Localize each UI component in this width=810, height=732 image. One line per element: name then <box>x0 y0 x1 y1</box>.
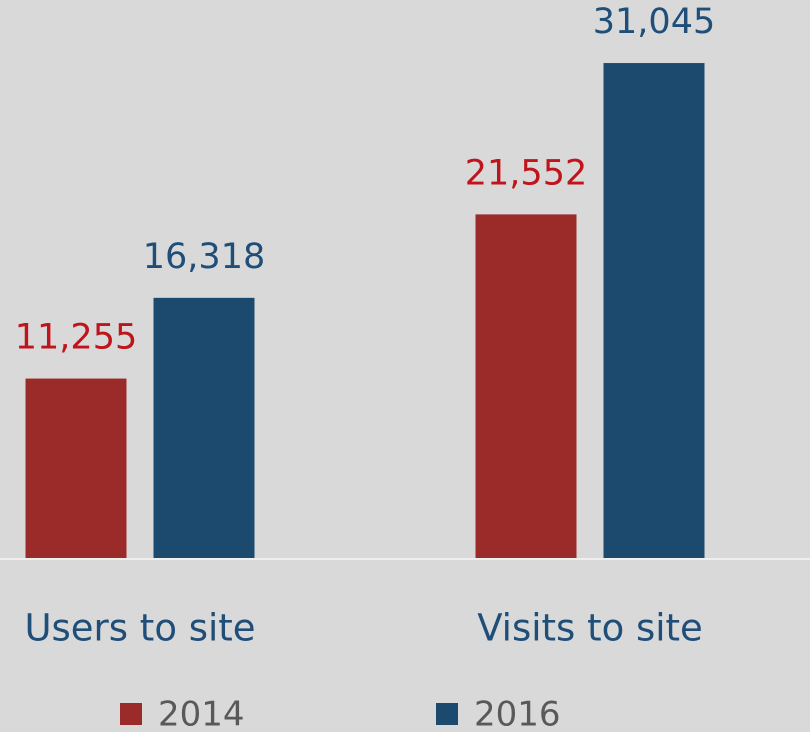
legend-label: 2016 <box>474 695 561 732</box>
bar <box>153 297 255 558</box>
data-label: 16,318 <box>143 237 265 277</box>
bar <box>25 378 127 558</box>
x-tick-label: Visits to site <box>477 607 703 650</box>
legend-swatch <box>436 703 458 725</box>
data-label: 31,045 <box>593 2 715 42</box>
bar <box>603 63 705 558</box>
legend-label: 2014 <box>158 695 245 732</box>
bar <box>475 214 577 558</box>
data-label: 21,552 <box>465 153 587 193</box>
x-tick-label: Users to site <box>24 607 255 650</box>
data-label: 11,255 <box>15 318 137 358</box>
legend-swatch <box>120 703 142 725</box>
